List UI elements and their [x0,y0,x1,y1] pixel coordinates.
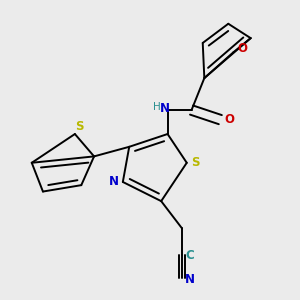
Text: S: S [191,156,200,169]
Text: N: N [160,102,170,115]
Text: O: O [224,113,234,126]
Text: N: N [185,273,195,286]
Text: H: H [152,103,160,112]
Text: C: C [186,249,194,262]
Text: N: N [109,176,119,188]
Text: O: O [237,42,247,55]
Text: S: S [75,119,84,133]
